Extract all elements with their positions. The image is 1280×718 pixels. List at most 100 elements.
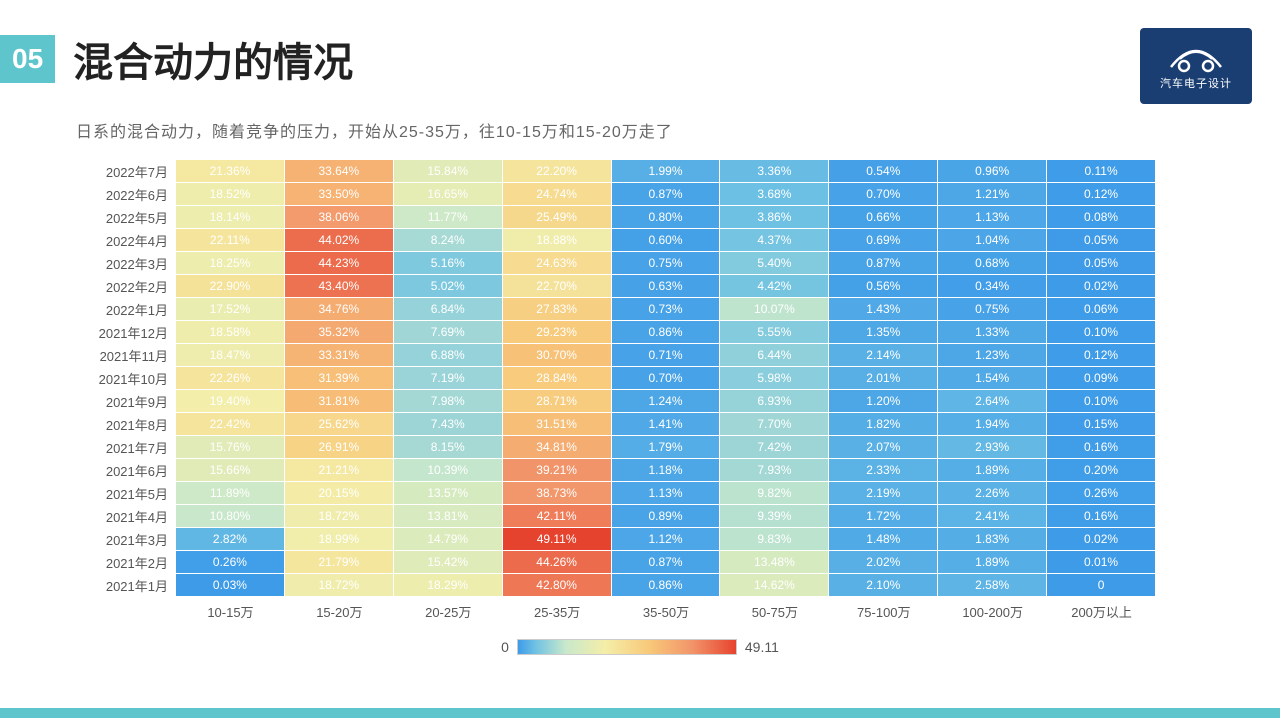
- row-label: 2022年1月: [76, 300, 176, 319]
- heatmap-cell: 2.41%: [938, 505, 1047, 527]
- heatmap-cell: 0.12%: [1047, 183, 1156, 205]
- heatmap-row: 2021年7月15.76%26.91%8.15%34.81%1.79%7.42%…: [76, 436, 1156, 458]
- heatmap-cell: 2.07%: [829, 436, 938, 458]
- heatmap-row: 2021年10月22.26%31.39%7.19%28.84%0.70%5.98…: [76, 367, 1156, 389]
- column-label: 15-20万: [285, 602, 394, 621]
- car-logo-icon: [1166, 41, 1226, 73]
- heatmap-cell: 0.16%: [1047, 436, 1156, 458]
- heatmap-cell: 0.87%: [612, 183, 721, 205]
- row-label: 2021年10月: [76, 369, 176, 388]
- heatmap-cell: 3.86%: [720, 206, 829, 228]
- column-label: 35-50万: [612, 602, 721, 621]
- heatmap-cell: 0.80%: [612, 206, 721, 228]
- heatmap-cell: 34.76%: [285, 298, 394, 320]
- heatmap-cell: 1.20%: [829, 390, 938, 412]
- heatmap-cell: 0.71%: [612, 344, 721, 366]
- heatmap-cell: 2.26%: [938, 482, 1047, 504]
- heatmap-row: 2022年1月17.52%34.76%6.84%27.83%0.73%10.07…: [76, 298, 1156, 320]
- page-title: 混合动力的情况: [73, 30, 353, 88]
- heatmap-cell: 0.11%: [1047, 160, 1156, 182]
- heatmap-cell: 22.20%: [503, 160, 612, 182]
- heatmap-cell: 21.36%: [176, 160, 285, 182]
- heatmap-cell: 0.86%: [612, 574, 721, 596]
- heatmap-cell: 1.13%: [938, 206, 1047, 228]
- x-axis: 10-15万15-20万20-25万25-35万35-50万50-75万75-1…: [76, 602, 1156, 621]
- heatmap-cell: 30.70%: [503, 344, 612, 366]
- heatmap-cell: 20.15%: [285, 482, 394, 504]
- heatmap-cell: 1.89%: [938, 459, 1047, 481]
- heatmap-cell: 49.11%: [503, 528, 612, 550]
- heatmap-cell: 0.10%: [1047, 321, 1156, 343]
- heatmap-cell: 0.54%: [829, 160, 938, 182]
- heatmap-cell: 0.08%: [1047, 206, 1156, 228]
- heatmap-table: 2022年7月21.36%33.64%15.84%22.20%1.99%3.36…: [76, 160, 1156, 621]
- heatmap-cell: 2.10%: [829, 574, 938, 596]
- heatmap-cell: 6.44%: [720, 344, 829, 366]
- heatmap-cell: 0.87%: [612, 551, 721, 573]
- heatmap-cell: 5.98%: [720, 367, 829, 389]
- heatmap-cell: 15.84%: [394, 160, 503, 182]
- heatmap-cell: 0.26%: [176, 551, 285, 573]
- heatmap-cell: 14.79%: [394, 528, 503, 550]
- heatmap-cell: 2.64%: [938, 390, 1047, 412]
- heatmap-cell: 0.01%: [1047, 551, 1156, 573]
- heatmap-cell: 1.12%: [612, 528, 721, 550]
- heatmap-cell: 0.96%: [938, 160, 1047, 182]
- row-label: 2022年2月: [76, 277, 176, 296]
- heatmap-cell: 15.66%: [176, 459, 285, 481]
- legend-max: 49.11: [745, 639, 779, 655]
- heatmap-cell: 7.70%: [720, 413, 829, 435]
- heatmap-cell: 29.23%: [503, 321, 612, 343]
- heatmap-cell: 0.73%: [612, 298, 721, 320]
- column-label: 50-75万: [720, 602, 829, 621]
- heatmap-cell: 0.20%: [1047, 459, 1156, 481]
- heatmap-row: 2021年5月11.89%20.15%13.57%38.73%1.13%9.82…: [76, 482, 1156, 504]
- heatmap-cell: 2.82%: [176, 528, 285, 550]
- heatmap-cell: 0.02%: [1047, 528, 1156, 550]
- heatmap-cell: 43.40%: [285, 275, 394, 297]
- row-label: 2021年4月: [76, 507, 176, 526]
- heatmap-cell: 33.50%: [285, 183, 394, 205]
- heatmap-cell: 5.40%: [720, 252, 829, 274]
- row-label: 2021年8月: [76, 415, 176, 434]
- heatmap-cell: 2.58%: [938, 574, 1047, 596]
- heatmap-cell: 33.64%: [285, 160, 394, 182]
- heatmap-cell: 0.66%: [829, 206, 938, 228]
- row-label: 2021年2月: [76, 553, 176, 572]
- heatmap-cell: 22.11%: [176, 229, 285, 251]
- header: 05 混合动力的情况: [0, 0, 1280, 88]
- column-label: 200万以上: [1047, 602, 1156, 621]
- heatmap-cell: 0.10%: [1047, 390, 1156, 412]
- heatmap-cell: 27.83%: [503, 298, 612, 320]
- heatmap-cell: 2.93%: [938, 436, 1047, 458]
- heatmap-cell: 25.49%: [503, 206, 612, 228]
- heatmap-cell: 0.16%: [1047, 505, 1156, 527]
- heatmap-cell: 1.82%: [829, 413, 938, 435]
- heatmap-row: 2021年8月22.42%25.62%7.43%31.51%1.41%7.70%…: [76, 413, 1156, 435]
- heatmap-cell: 6.84%: [394, 298, 503, 320]
- legend-gradient-bar: [517, 639, 737, 655]
- heatmap-cell: 38.06%: [285, 206, 394, 228]
- heatmap-cell: 1.04%: [938, 229, 1047, 251]
- heatmap-row: 2022年3月18.25%44.23%5.16%24.63%0.75%5.40%…: [76, 252, 1156, 274]
- row-label: 2021年3月: [76, 530, 176, 549]
- heatmap-cell: 3.68%: [720, 183, 829, 205]
- heatmap-cell: 22.26%: [176, 367, 285, 389]
- heatmap-row: 2021年2月0.26%21.79%15.42%44.26%0.87%13.48…: [76, 551, 1156, 573]
- row-label: 2022年4月: [76, 231, 176, 250]
- heatmap-cell: 34.81%: [503, 436, 612, 458]
- heatmap-cell: 0.70%: [612, 367, 721, 389]
- heatmap-cell: 11.77%: [394, 206, 503, 228]
- heatmap-cell: 0.86%: [612, 321, 721, 343]
- column-label: 75-100万: [829, 602, 938, 621]
- heatmap-cell: 11.89%: [176, 482, 285, 504]
- heatmap-cell: 26.91%: [285, 436, 394, 458]
- heatmap-cell: 4.42%: [720, 275, 829, 297]
- column-label: 25-35万: [503, 602, 612, 621]
- heatmap-cell: 0.06%: [1047, 298, 1156, 320]
- heatmap-cell: 18.25%: [176, 252, 285, 274]
- heatmap-cell: 28.84%: [503, 367, 612, 389]
- heatmap-cell: 8.15%: [394, 436, 503, 458]
- heatmap-row: 2022年4月22.11%44.02%8.24%18.88%0.60%4.37%…: [76, 229, 1156, 251]
- heatmap-cell: 7.19%: [394, 367, 503, 389]
